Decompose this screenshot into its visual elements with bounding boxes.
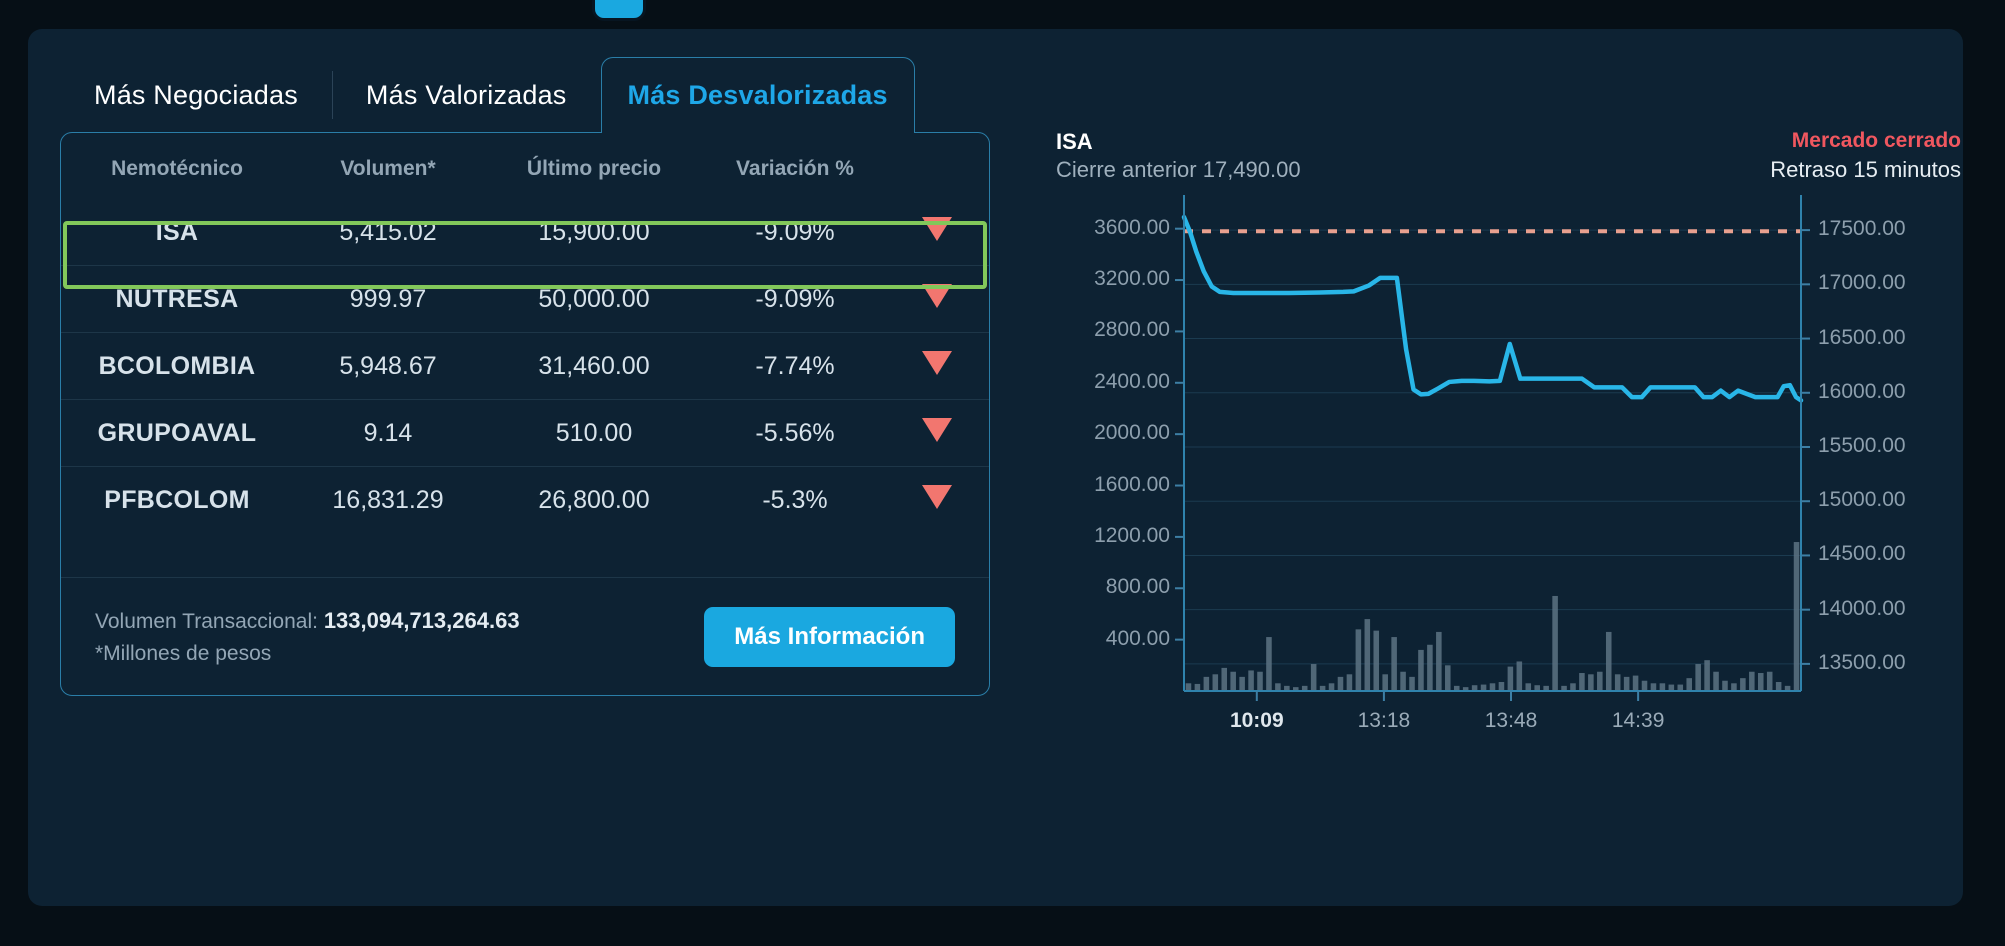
table-row[interactable]: GRUPOAVAL 9.14 510.00 -5.56% — [61, 399, 989, 467]
y-axis-right-tick-label: 15000.00 — [1818, 488, 1906, 512]
row-volume: 16,831.29 — [293, 466, 483, 533]
x-axis-tick-label: 13:18 — [1357, 709, 1411, 732]
row-volume: 9.14 — [293, 399, 483, 467]
col-header-trend — [885, 133, 989, 199]
y-axis-right-tick-label: 16500.00 — [1818, 325, 1906, 349]
row-price: 31,460.00 — [483, 332, 705, 400]
table-row[interactable]: PFBCOLOM 16,831.29 26,800.00 -5.3% — [61, 466, 989, 533]
row-trend-cell — [885, 265, 989, 333]
quotes-panel: Más Negociadas Más Valorizadas Más Desva… — [60, 57, 990, 877]
triangle-down-icon — [922, 283, 952, 308]
row-symbol: BCOLOMBIA — [61, 332, 293, 400]
y-axis-left-tick-label: 2400.00 — [1094, 369, 1170, 393]
triangle-down-icon — [922, 417, 952, 442]
y-axis-left-tick-label: 3200.00 — [1094, 267, 1170, 291]
triangle-down-icon — [922, 350, 952, 375]
tab-label: Más Valorizadas — [365, 79, 567, 110]
y-axis-left-tick-label: 1200.00 — [1094, 523, 1170, 547]
row-symbol: ISA — [155, 217, 199, 246]
chart-svg — [1175, 195, 1810, 701]
row-price: 15,900.00 — [538, 217, 650, 246]
row-variation: -5.56% — [705, 399, 885, 467]
tab-mas-valorizadas[interactable]: Más Valorizadas — [331, 57, 601, 133]
market-status-badge: Mercado cerrado — [1791, 129, 1961, 152]
y-axis-right-tick-label: 14500.00 — [1818, 542, 1906, 566]
chart-plot-area: 400.00 800.00 1200.00 1600.00 2000.00 2400.00… — [1056, 191, 1961, 811]
y-axis-right-tick-label: 16000.00 — [1818, 379, 1906, 403]
y-axis-right-tick-label: 13500.00 — [1818, 650, 1906, 674]
y-axis-left-tick-label: 800.00 — [1105, 575, 1170, 599]
row-symbol: NUTRESA — [61, 265, 293, 333]
chart-previous-close: Cierre anterior 17,490.00 — [1056, 157, 1301, 182]
y-axis-right-tick-label: 15500.00 — [1818, 434, 1906, 457]
row-volume: 5,948.67 — [293, 332, 483, 400]
transactional-volume-value: 133,094,713,264.63 — [323, 608, 520, 633]
row-variation: -9.09% — [755, 217, 835, 246]
col-header-volumen: Volumen* — [340, 157, 436, 180]
active-tab-notch — [603, 131, 915, 135]
y-axis-right-tick-label: 17000.00 — [1818, 271, 1906, 295]
row-symbol: PFBCOLOM — [61, 466, 293, 533]
y-axis-left-tick-label: 1600.00 — [1094, 472, 1170, 496]
main-panel: Más Negociadas Más Valorizadas Más Desva… — [28, 29, 1963, 906]
row-variation: -5.3% — [705, 466, 885, 533]
row-variation: -9.09% — [705, 265, 885, 333]
tab-mas-desvalorizadas[interactable]: Más Desvalorizadas — [600, 57, 915, 133]
col-header-ultimo-precio: Último precio — [526, 157, 662, 180]
row-variation: -7.74% — [705, 332, 885, 400]
col-header-nemotecnico: Nemotécnico — [111, 157, 243, 180]
row-volume: 5,415.02 — [339, 217, 437, 246]
row-price: 26,800.00 — [483, 466, 705, 533]
chart-panel: ISA Cierre anterior 17,490.00 Mercado ce… — [1056, 129, 1961, 829]
transactional-volume-line: Volumen Transaccional: 133,094,713,264.6… — [95, 604, 520, 638]
mas-informacion-button[interactable]: Más Información — [704, 606, 955, 667]
triangle-down-icon — [922, 216, 952, 241]
row-trend-cell — [885, 466, 989, 533]
tab-mas-negociadas[interactable]: Más Negociadas — [60, 57, 332, 133]
y-axis-left-tick-label: 2800.00 — [1094, 318, 1170, 342]
x-axis-tick-label: 13:48 — [1484, 709, 1538, 732]
tab-bar: Más Negociadas Más Valorizadas Más Desva… — [60, 57, 990, 133]
tab-label: Más Desvalorizadas — [627, 80, 888, 110]
transactional-volume-block: Volumen Transaccional: 133,094,713,264.6… — [95, 604, 520, 669]
row-trend-cell — [885, 199, 989, 266]
table-row[interactable]: NUTRESA 999.97 50,000.00 -9.09% — [61, 265, 989, 333]
triangle-down-icon — [922, 484, 952, 509]
y-axis-left-tick-label: 400.00 — [1105, 626, 1170, 650]
table-footer: Volumen Transaccional: 133,094,713,264.6… — [61, 577, 989, 695]
y-axis-right-tick-label: 14000.00 — [1818, 596, 1906, 620]
row-price: 50,000.00 — [483, 265, 705, 333]
table-body: ISA 5,415.02 15,900.00 -9.09% NUTRESA 99… — [61, 199, 989, 533]
chart-header: ISA Cierre anterior 17,490.00 Mercado ce… — [1056, 129, 1961, 191]
volume-note: *Millones de pesos — [95, 641, 272, 665]
row-price: 510.00 — [483, 399, 705, 467]
x-axis-tick-label: 14:39 — [1611, 709, 1665, 732]
chart-symbol: ISA — [1056, 129, 1093, 154]
y-axis-left-tick-label: 2000.00 — [1094, 421, 1170, 445]
chart-delay-note: Retraso 15 minutos — [1770, 157, 1961, 182]
col-header-variacion: Variación % — [736, 157, 854, 180]
x-axis-tick-label: 10:09 — [1229, 709, 1284, 732]
table-row[interactable]: ISA 5,415.02 15,900.00 -9.09% — [61, 199, 989, 266]
row-volume: 999.97 — [293, 265, 483, 333]
row-trend-cell — [885, 399, 989, 467]
y-axis-right-tick-label: 17500.00 — [1818, 217, 1906, 241]
panel-handle-pill[interactable] — [595, 0, 643, 18]
table-row[interactable]: BCOLOMBIA 5,948.67 31,460.00 -7.74% — [61, 332, 989, 400]
transactional-volume-label: Volumen Transaccional: — [95, 610, 318, 633]
row-symbol: GRUPOAVAL — [61, 399, 293, 467]
quotes-table-card: Nemotécnico Volumen* Último precio Varia… — [60, 131, 990, 696]
quotes-table: Nemotécnico Volumen* Último precio Varia… — [61, 133, 989, 533]
tab-label: Más Negociadas — [94, 79, 298, 110]
y-axis-left-tick-label: 3600.00 — [1094, 215, 1170, 239]
row-trend-cell — [885, 332, 989, 400]
table-header: Nemotécnico Volumen* Último precio Varia… — [61, 133, 989, 199]
